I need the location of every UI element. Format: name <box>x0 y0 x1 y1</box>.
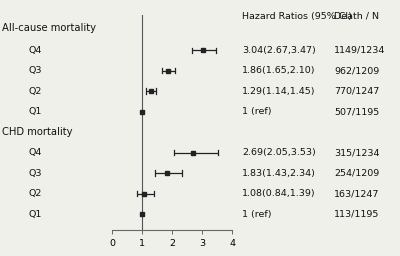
Text: Death / N: Death / N <box>334 12 379 20</box>
Text: 770/1247: 770/1247 <box>334 87 379 96</box>
Text: 1.86(1.65,2.10): 1.86(1.65,2.10) <box>242 66 316 75</box>
Text: Q3: Q3 <box>28 168 42 178</box>
Text: Q1: Q1 <box>28 107 41 116</box>
Text: CHD mortality: CHD mortality <box>2 127 72 137</box>
Text: Q2: Q2 <box>28 189 41 198</box>
Text: 1 (ref): 1 (ref) <box>242 107 272 116</box>
Text: 1 (ref): 1 (ref) <box>242 209 272 219</box>
Text: Q2: Q2 <box>28 87 41 96</box>
Text: 254/1209: 254/1209 <box>334 168 379 178</box>
Text: 962/1209: 962/1209 <box>334 66 379 75</box>
Text: 315/1234: 315/1234 <box>334 148 380 157</box>
Text: Q4: Q4 <box>28 148 41 157</box>
Text: 2.69(2.05,3.53): 2.69(2.05,3.53) <box>242 148 316 157</box>
Text: Q1: Q1 <box>28 209 41 219</box>
Text: 1.29(1.14,1.45): 1.29(1.14,1.45) <box>242 87 316 96</box>
Text: 1.08(0.84,1.39): 1.08(0.84,1.39) <box>242 189 316 198</box>
Text: 3.04(2.67,3.47): 3.04(2.67,3.47) <box>242 46 316 55</box>
Text: 163/1247: 163/1247 <box>334 189 379 198</box>
Text: Hazard Ratios (95% CI): Hazard Ratios (95% CI) <box>242 12 352 20</box>
Text: 113/1195: 113/1195 <box>334 209 379 219</box>
Text: 1149/1234: 1149/1234 <box>334 46 385 55</box>
Text: All-cause mortality: All-cause mortality <box>2 23 96 33</box>
Text: Q3: Q3 <box>28 66 42 75</box>
Text: 507/1195: 507/1195 <box>334 107 379 116</box>
Text: Q4: Q4 <box>28 46 41 55</box>
Text: 1.83(1.43,2.34): 1.83(1.43,2.34) <box>242 168 316 178</box>
